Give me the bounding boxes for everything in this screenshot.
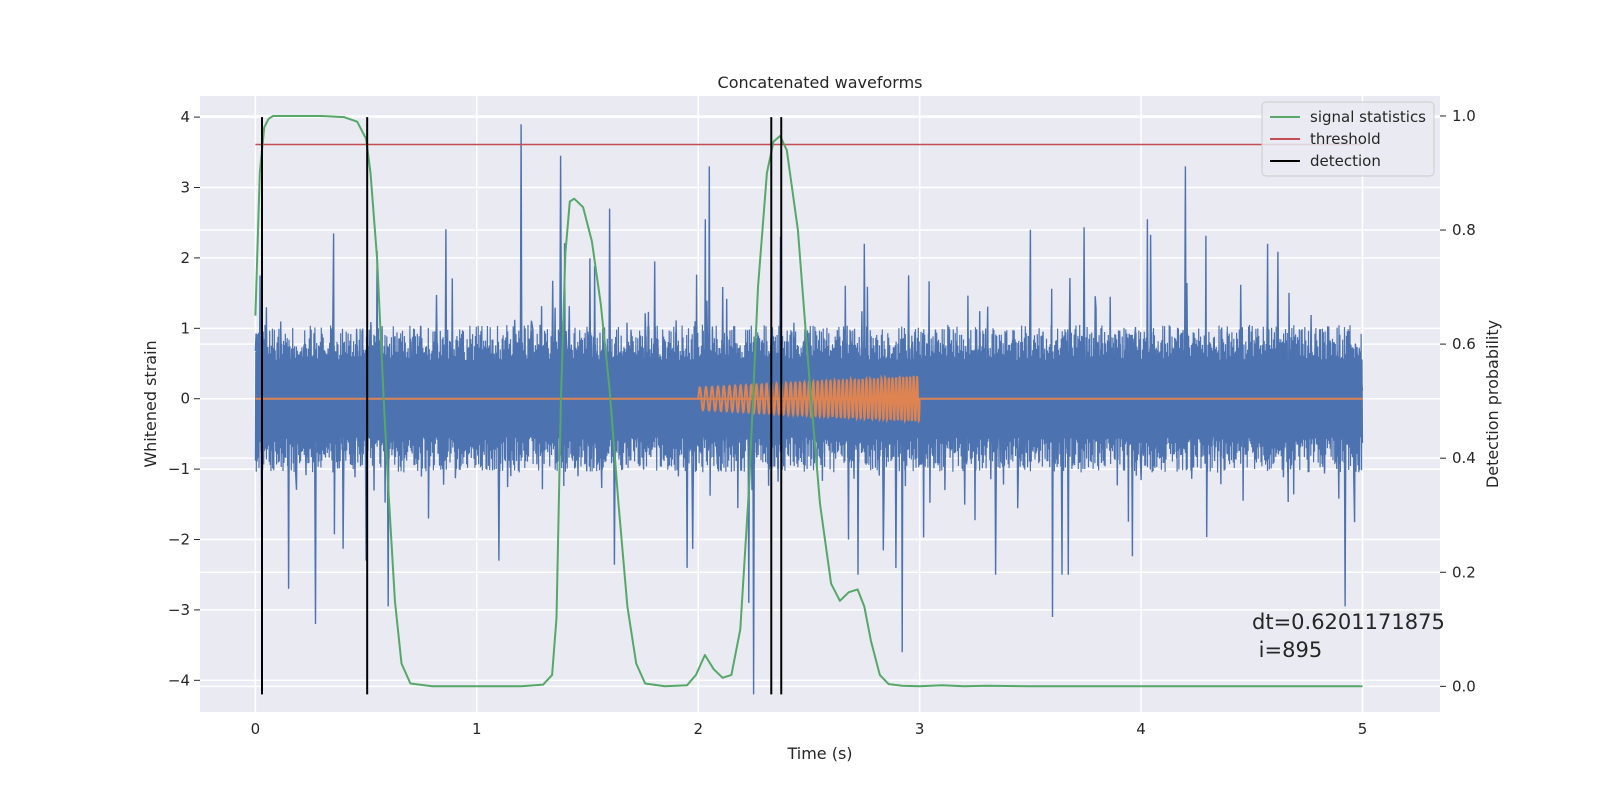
chart-title: Concatenated waveforms xyxy=(718,73,923,92)
x-tick-label: 1 xyxy=(472,720,482,738)
detection-lines xyxy=(261,117,783,695)
legend-label: threshold xyxy=(1310,130,1381,148)
strain-noise-core xyxy=(254,324,1364,473)
x-tick-label: 4 xyxy=(1136,720,1146,738)
y-right-tick-label: 0.8 xyxy=(1452,221,1476,239)
x-tick-label: 3 xyxy=(915,720,925,738)
ticks: 0 1 2 3 4 5 −4 −3 −2 −1 0 1 2 3 4 0.0 0.2 0.4 0.6 0.8 1.0 xyxy=(168,107,1476,738)
whitened-strain-series xyxy=(254,124,1364,695)
y-left-tick-label: −4 xyxy=(168,671,190,689)
y-left-tick-label: 2 xyxy=(180,249,190,267)
legend: signal statistics threshold detection xyxy=(1261,101,1435,177)
legend-box xyxy=(1261,101,1435,177)
legend-label: signal statistics xyxy=(1310,108,1426,126)
y-right-tick-label: 0.4 xyxy=(1452,449,1476,467)
x-axis-label: Time (s) xyxy=(786,744,852,763)
signal-statistics-line xyxy=(254,115,1363,688)
y-right-tick-label: 0.6 xyxy=(1452,335,1476,353)
y-left-tick-label: 4 xyxy=(180,108,190,126)
series-lines xyxy=(254,115,1363,688)
annotation-i: i=895 xyxy=(1252,638,1322,662)
y-left-tick-label: 3 xyxy=(180,179,190,197)
y-right-tick-label: 0.2 xyxy=(1452,563,1476,581)
x-tick-label: 5 xyxy=(1358,720,1368,738)
annotation-dt: dt=0.6201171875 xyxy=(1252,610,1445,634)
y-left-tick-label: 0 xyxy=(180,390,190,408)
x-tick-label: 2 xyxy=(693,720,703,738)
legend-label: detection xyxy=(1310,152,1381,170)
y-right-tick-label: 0.0 xyxy=(1452,677,1476,695)
y-left-tick-label: 1 xyxy=(180,319,190,337)
y-right-tick-label: 1.0 xyxy=(1452,107,1476,125)
y-left-tick-label: −3 xyxy=(168,601,190,619)
y-axis-left-label: Whitened strain xyxy=(141,340,160,467)
y-axis-right-label: Detection probability xyxy=(1483,320,1502,488)
x-tick-label: 0 xyxy=(251,720,261,738)
y-left-tick-label: −1 xyxy=(168,460,190,478)
y-left-tick-label: −2 xyxy=(168,531,190,549)
